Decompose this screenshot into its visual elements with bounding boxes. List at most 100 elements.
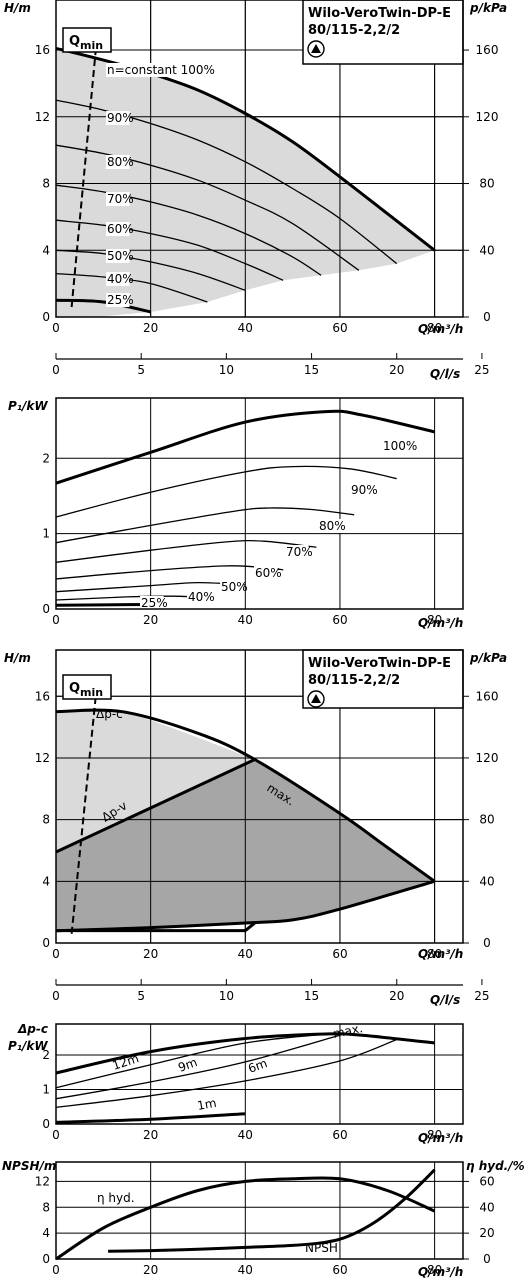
powerctl-chart-ytick: 2 [42,1048,50,1062]
control-chart-y2tick: 120 [476,751,499,765]
speed-chart-y2tick: 40 [479,243,494,257]
speed-curve-70 [55,184,322,276]
power-chart-ytick: 1 [42,527,50,541]
chart-title-line1: Wilo-VeroTwin-DP-E [308,6,451,21]
speed-chart-ytick: 16 [35,43,50,57]
speed-label-70: 70% [107,192,134,206]
powerctl-label-6m: 6m [246,1056,269,1076]
speed-label-25: 25% [107,293,134,307]
power-label-70-bg [285,545,309,559]
speed-chart-ytick: 4 [42,243,50,257]
power-chart-frame [55,397,464,610]
power-chart-xtick: 60 [332,613,347,627]
powerctl-chart-frame [55,1023,464,1125]
powerctl-label-1m: 1m [196,1096,217,1113]
speed-label-90: 90% [107,111,134,125]
control-curve-dpv [55,758,256,854]
control-chart-xtick: 0 [52,947,60,961]
speed-label-60: 60% [107,222,134,236]
control-curve-min [56,921,256,933]
control-chart-y2tick: 80 [479,813,494,827]
npsh-chart-xtick: 80 [427,1263,442,1277]
qmin-line-2 [70,691,98,934]
npsh-chart-grid [56,1162,463,1260]
h-axis-label: H/m [4,1,31,15]
speed-label-60-bg [106,222,130,236]
speed-label-70-bg [106,192,130,206]
control-chart-ytick: 16 [35,689,50,703]
power-label-25-bg [140,596,164,610]
npsh-chart-xtick: 40 [238,1263,253,1277]
power-label-80-bg [318,519,342,533]
label-npsh: NPSH [305,1241,338,1255]
q-axis-label-npsh: Q/m³/h [418,1265,463,1279]
pump-icon-1 [307,40,325,58]
npsh-chart-xtick: 60 [332,1263,347,1277]
speed-label-40: 40% [107,272,134,286]
npsh-chart-ytick: 4 [42,1226,50,1240]
ls-axis-top-tick: 10 [219,363,234,377]
power-label-80: 80% [319,519,346,533]
q-axis-label-top: Q/m³/h [418,322,463,336]
q-ls-axis-label-bottom: Q/l/s [430,993,460,1007]
powerctl-chart-xtick: 0 [52,1128,60,1142]
npsh-chart-xtick: 20 [143,1263,158,1277]
powerctl-chart-xtick: 20 [143,1128,158,1142]
control-chart-ytick: 8 [42,813,50,827]
qmin-label: Q [69,34,80,49]
power-label-50: 50% [221,580,248,594]
power-label-50-bg [220,580,244,594]
q-axis-label-power2: Q/m³/h [418,1131,463,1145]
p1-axis-label: P₁/kW [8,399,48,413]
chart-title-line2-2: 80/115-2,2/2 [308,673,400,688]
powerctl-label-max: max. [332,1021,364,1041]
label-eta: η hyd. [97,1191,135,1205]
power-curve-40 [55,595,208,601]
power-chart-xtick: 80 [427,613,442,627]
control-chart-y2tick: 0 [483,936,491,950]
q-axis-label-control: Q/m³/h [418,947,463,961]
npsh-chart-xtick: 0 [52,1263,60,1277]
npsh-chart-ytick: 12 [35,1174,50,1188]
power-curve-70 [55,539,317,563]
qmin-box-2: Q min [62,674,112,700]
speed-label-25-bg [106,293,130,307]
dpc-label: Δp-c [17,1022,48,1036]
speed-curve-50 [55,249,246,291]
speed-chart-y2tick: 120 [476,110,499,124]
powerctl-chart-xtick: 40 [238,1128,253,1142]
npsh-chart-frame [55,1161,464,1260]
powerctl-chart-ytick: 0 [42,1117,50,1131]
power-label-60-bg [254,566,278,580]
eta-axis-label: η hyd./% [466,1159,525,1173]
power-chart-xtick: 0 [52,613,60,627]
qmin-sub-2: min [80,686,103,699]
powerctl-curve-12m [55,1033,331,1089]
power-label-100-bg [382,439,413,453]
ls-axis-bottom-tick: 5 [137,989,145,1003]
power-label-100: 100% [383,439,417,453]
speed-label-nconstant100: n=constant 100% [107,63,215,77]
control-chart-xtick: 80 [427,947,442,961]
speed-chart-y2tick: 160 [476,43,499,57]
control-chart-y2tick: 40 [479,874,494,888]
speed-chart-ytick: 0 [42,310,50,324]
speed-chart-xtick: 60 [332,321,347,335]
control-chart-xtick: 60 [332,947,347,961]
npsh-curve-npsh [108,1168,436,1253]
speed-label-40-bg [106,272,130,286]
npsh-chart-y2tick: 0 [483,1252,491,1266]
ls-axis-bottom-tick: 15 [304,989,319,1003]
ls-axis-bottom-tick: 10 [219,989,234,1003]
q-ls-axis-label-top: Q/l/s [430,367,460,381]
powerctl-curve-6m [55,1038,397,1109]
speed-chart-ytick: 12 [35,110,50,124]
power-label-70: 70% [286,545,313,559]
speed-label-nconstant100-bg [106,63,216,77]
speed-chart-frame [55,0,464,318]
npsh-chart-y2tick: 20 [479,1226,494,1240]
powerctl-label-12m: 12m [111,1051,141,1073]
speed-chart-xtick: 40 [238,321,253,335]
power-curve-100 [55,409,435,485]
power-label-25: 25% [141,596,168,610]
